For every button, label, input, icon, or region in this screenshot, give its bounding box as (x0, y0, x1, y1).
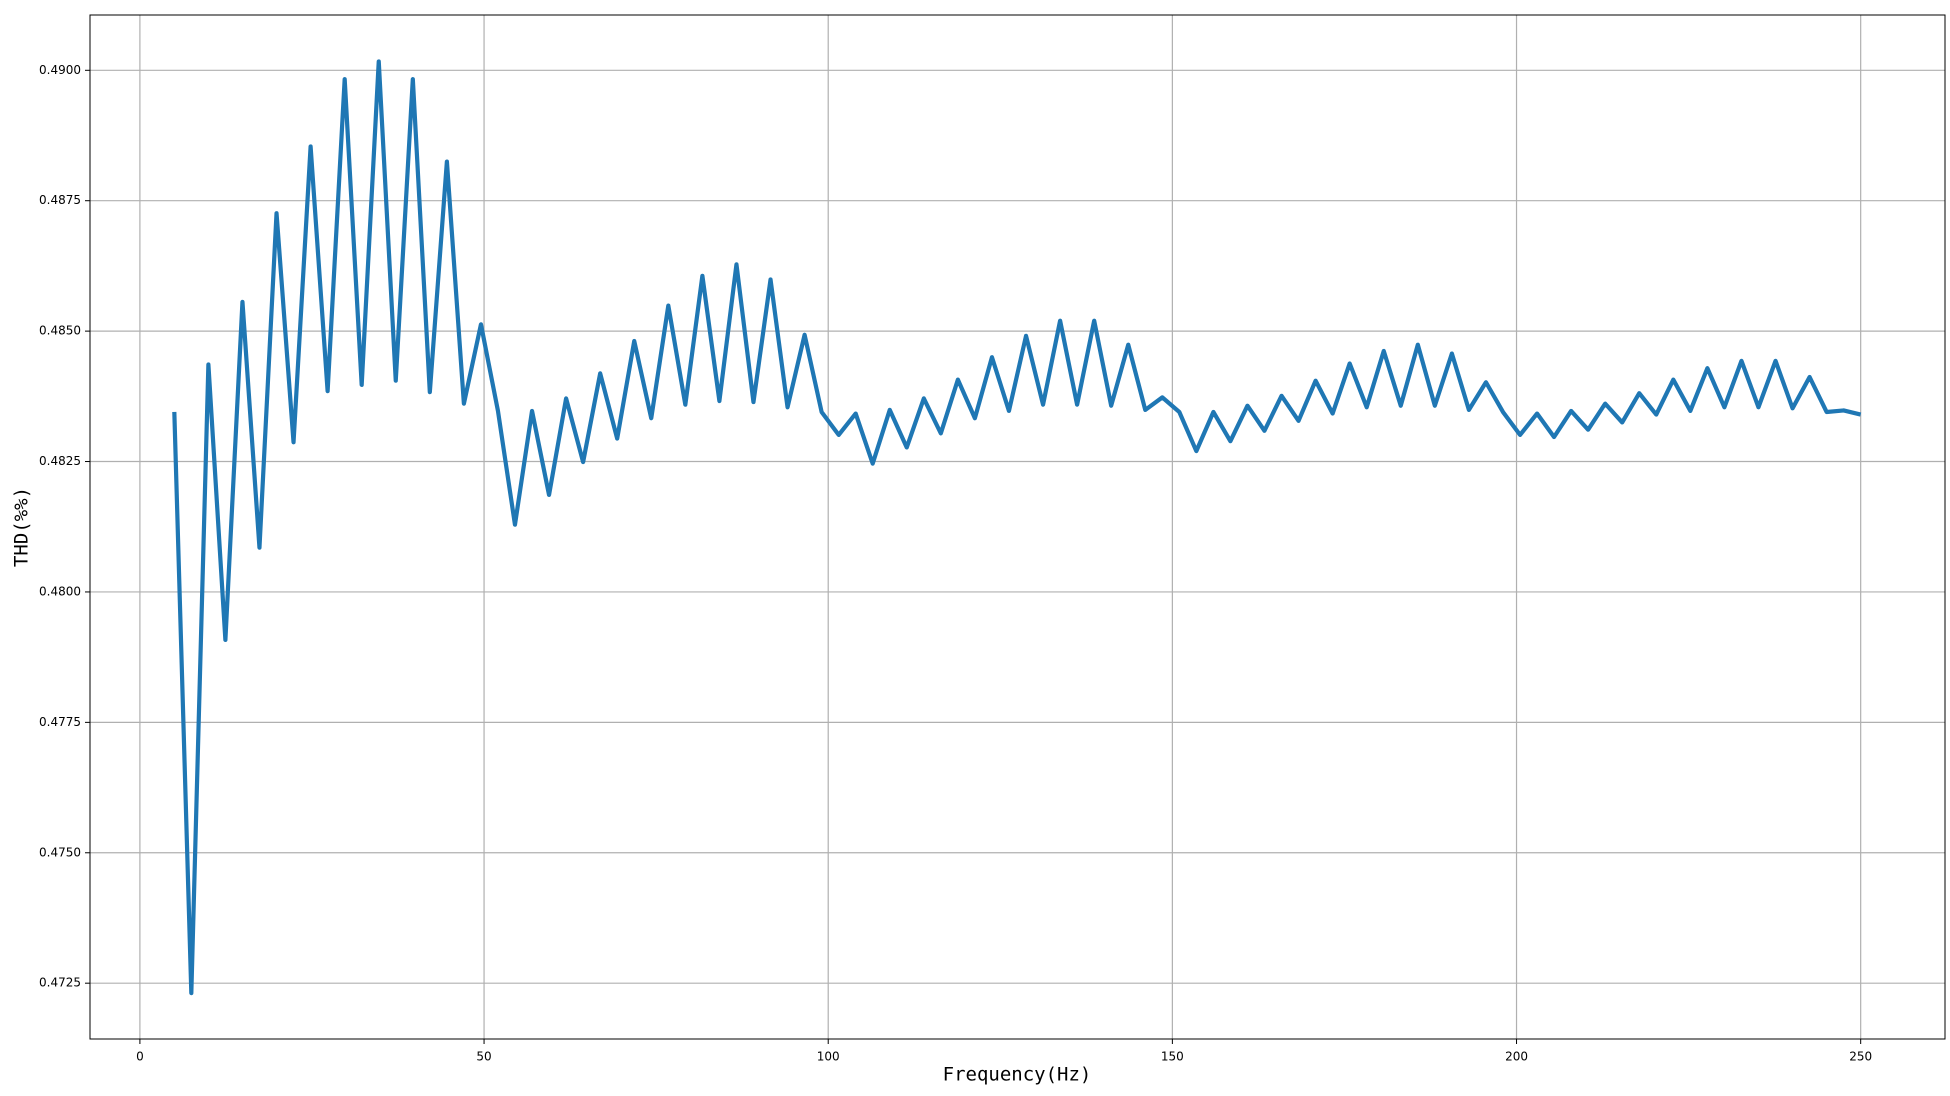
plot-frame (89, 14, 1946, 1040)
y-tick-label: 0.4900 (39, 63, 81, 77)
y-axis-label: THD(%%) (11, 487, 33, 567)
y-tick-label: 0.4750 (39, 845, 81, 859)
x-tick-label: 150 (1161, 1050, 1184, 1064)
y-tick-label: 0.4725 (39, 976, 81, 990)
y-tick-label: 0.4775 (39, 715, 81, 729)
y-tick-label: 0.4800 (39, 584, 81, 598)
y-tick-label: 0.4850 (39, 324, 81, 338)
line (172, 59, 1862, 996)
x-tick-label: 0 (136, 1050, 144, 1064)
x-tick-label: 100 (817, 1050, 840, 1064)
x-tick-label: 200 (1505, 1050, 1528, 1064)
y-tick-label: 0.4875 (39, 193, 81, 207)
x-axis-label: Frequency(Hz) (943, 1064, 1092, 1086)
x-tick-label: 50 (476, 1050, 491, 1064)
x-tick-label: 250 (1849, 1050, 1872, 1064)
y-tick-label: 0.4825 (39, 454, 81, 468)
